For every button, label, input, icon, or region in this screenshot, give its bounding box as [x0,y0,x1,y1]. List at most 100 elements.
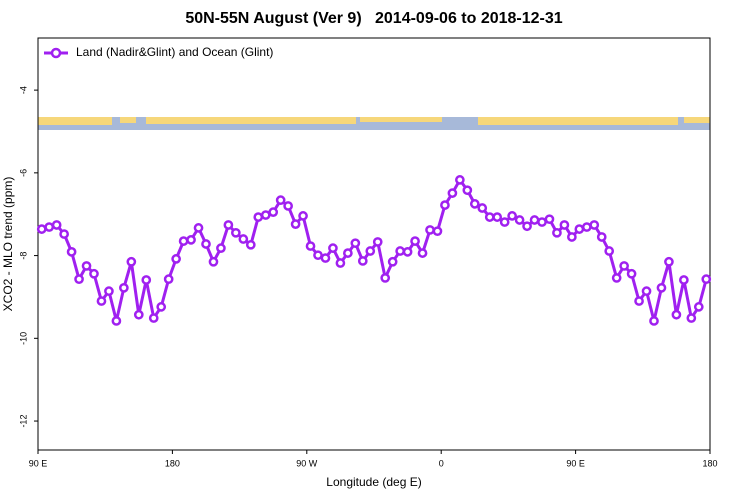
data-point [514,215,525,225]
data-point [365,246,376,256]
data-point [328,243,338,253]
data-point [507,211,517,221]
data-point [320,253,331,263]
data-point [693,302,704,312]
data-point [253,212,264,222]
data-point [529,215,540,225]
data-point [178,236,189,246]
x-tick-label: 0 [439,458,444,468]
data-point [335,258,346,268]
legend-marker [50,47,62,59]
y-tick-label: -10 [18,332,28,345]
data-point [641,286,652,297]
data-point [104,286,114,297]
data-point [66,247,77,257]
data-point [656,282,667,293]
data-point [119,282,129,293]
data-point [223,220,234,230]
data-point [395,246,405,256]
data-point [51,220,62,230]
data-point [484,212,495,222]
data-point [410,236,420,246]
data-point [432,226,443,237]
y-tick-label: -4 [18,86,28,94]
data-point [208,256,219,267]
data-point [156,302,167,312]
plot-frame [37,37,711,451]
data-point [126,256,137,267]
x-tick-label: 90 E [29,458,48,468]
data-point [686,313,697,323]
data-point [89,268,99,279]
data-point [171,254,181,264]
data-point [216,243,226,253]
data-point [492,212,503,222]
data-point [380,273,391,283]
data-point [245,239,256,250]
data-point [305,241,316,251]
legend-label: Land (Nadir&Glint) and Ocean (Glint) [76,45,273,59]
y-tick-label: -12 [18,415,28,428]
data-point [350,238,361,249]
data-point [544,214,555,225]
data-point [133,309,144,320]
data-point [574,224,585,234]
chart-title: 50N-55N August (Ver 9) 2014-09-06 to 201… [185,10,562,27]
y-axis-label: XCO2 - MLO trend (ppm) [1,177,15,312]
data-point [604,246,615,256]
data-point [36,224,47,234]
data-point [634,296,644,306]
data-point [537,217,547,227]
data-point [193,223,204,233]
data-point [626,268,637,279]
data-point [283,201,293,211]
data-point [402,247,413,257]
data-point [186,235,196,245]
data-point [111,316,122,326]
data-point [343,248,353,258]
data-point [44,222,55,232]
data-point [499,217,510,227]
data-point [596,232,607,242]
data-point [372,237,383,247]
data-point [96,296,107,306]
x-axis-label: Longitude (deg E) [326,475,421,489]
x-tick-label: 90 E [566,458,585,468]
data-point [298,211,308,221]
data-point [231,227,241,238]
data-point [387,256,398,267]
data-point [552,227,562,238]
data-point [238,234,249,244]
land-mask-strip [38,117,710,130]
data-point [649,316,659,326]
data-point [425,225,435,235]
y-tick-label: -6 [18,169,28,177]
data-point [664,256,674,267]
data-point [290,219,301,229]
data-point [440,200,450,210]
data-point [81,261,92,271]
data-point [679,275,689,285]
data-point [701,274,712,285]
data-point [74,274,84,285]
data-point [275,195,286,206]
data-point [148,313,159,323]
data-point [469,199,480,209]
data-point [589,220,600,230]
data-point [163,274,174,285]
x-tick-label: 180 [165,458,180,468]
data-point [611,273,622,283]
data-point [141,275,152,285]
data-point [462,185,473,196]
data-point [268,207,279,217]
x-tick-label: 180 [702,458,717,468]
data-point [671,309,682,320]
data-point [447,188,458,198]
data-point [567,232,577,242]
data-point [260,210,271,220]
data-point [417,248,428,258]
data-point [559,220,570,230]
data-point [357,256,368,266]
x-tick-label: 90 W [296,458,318,468]
